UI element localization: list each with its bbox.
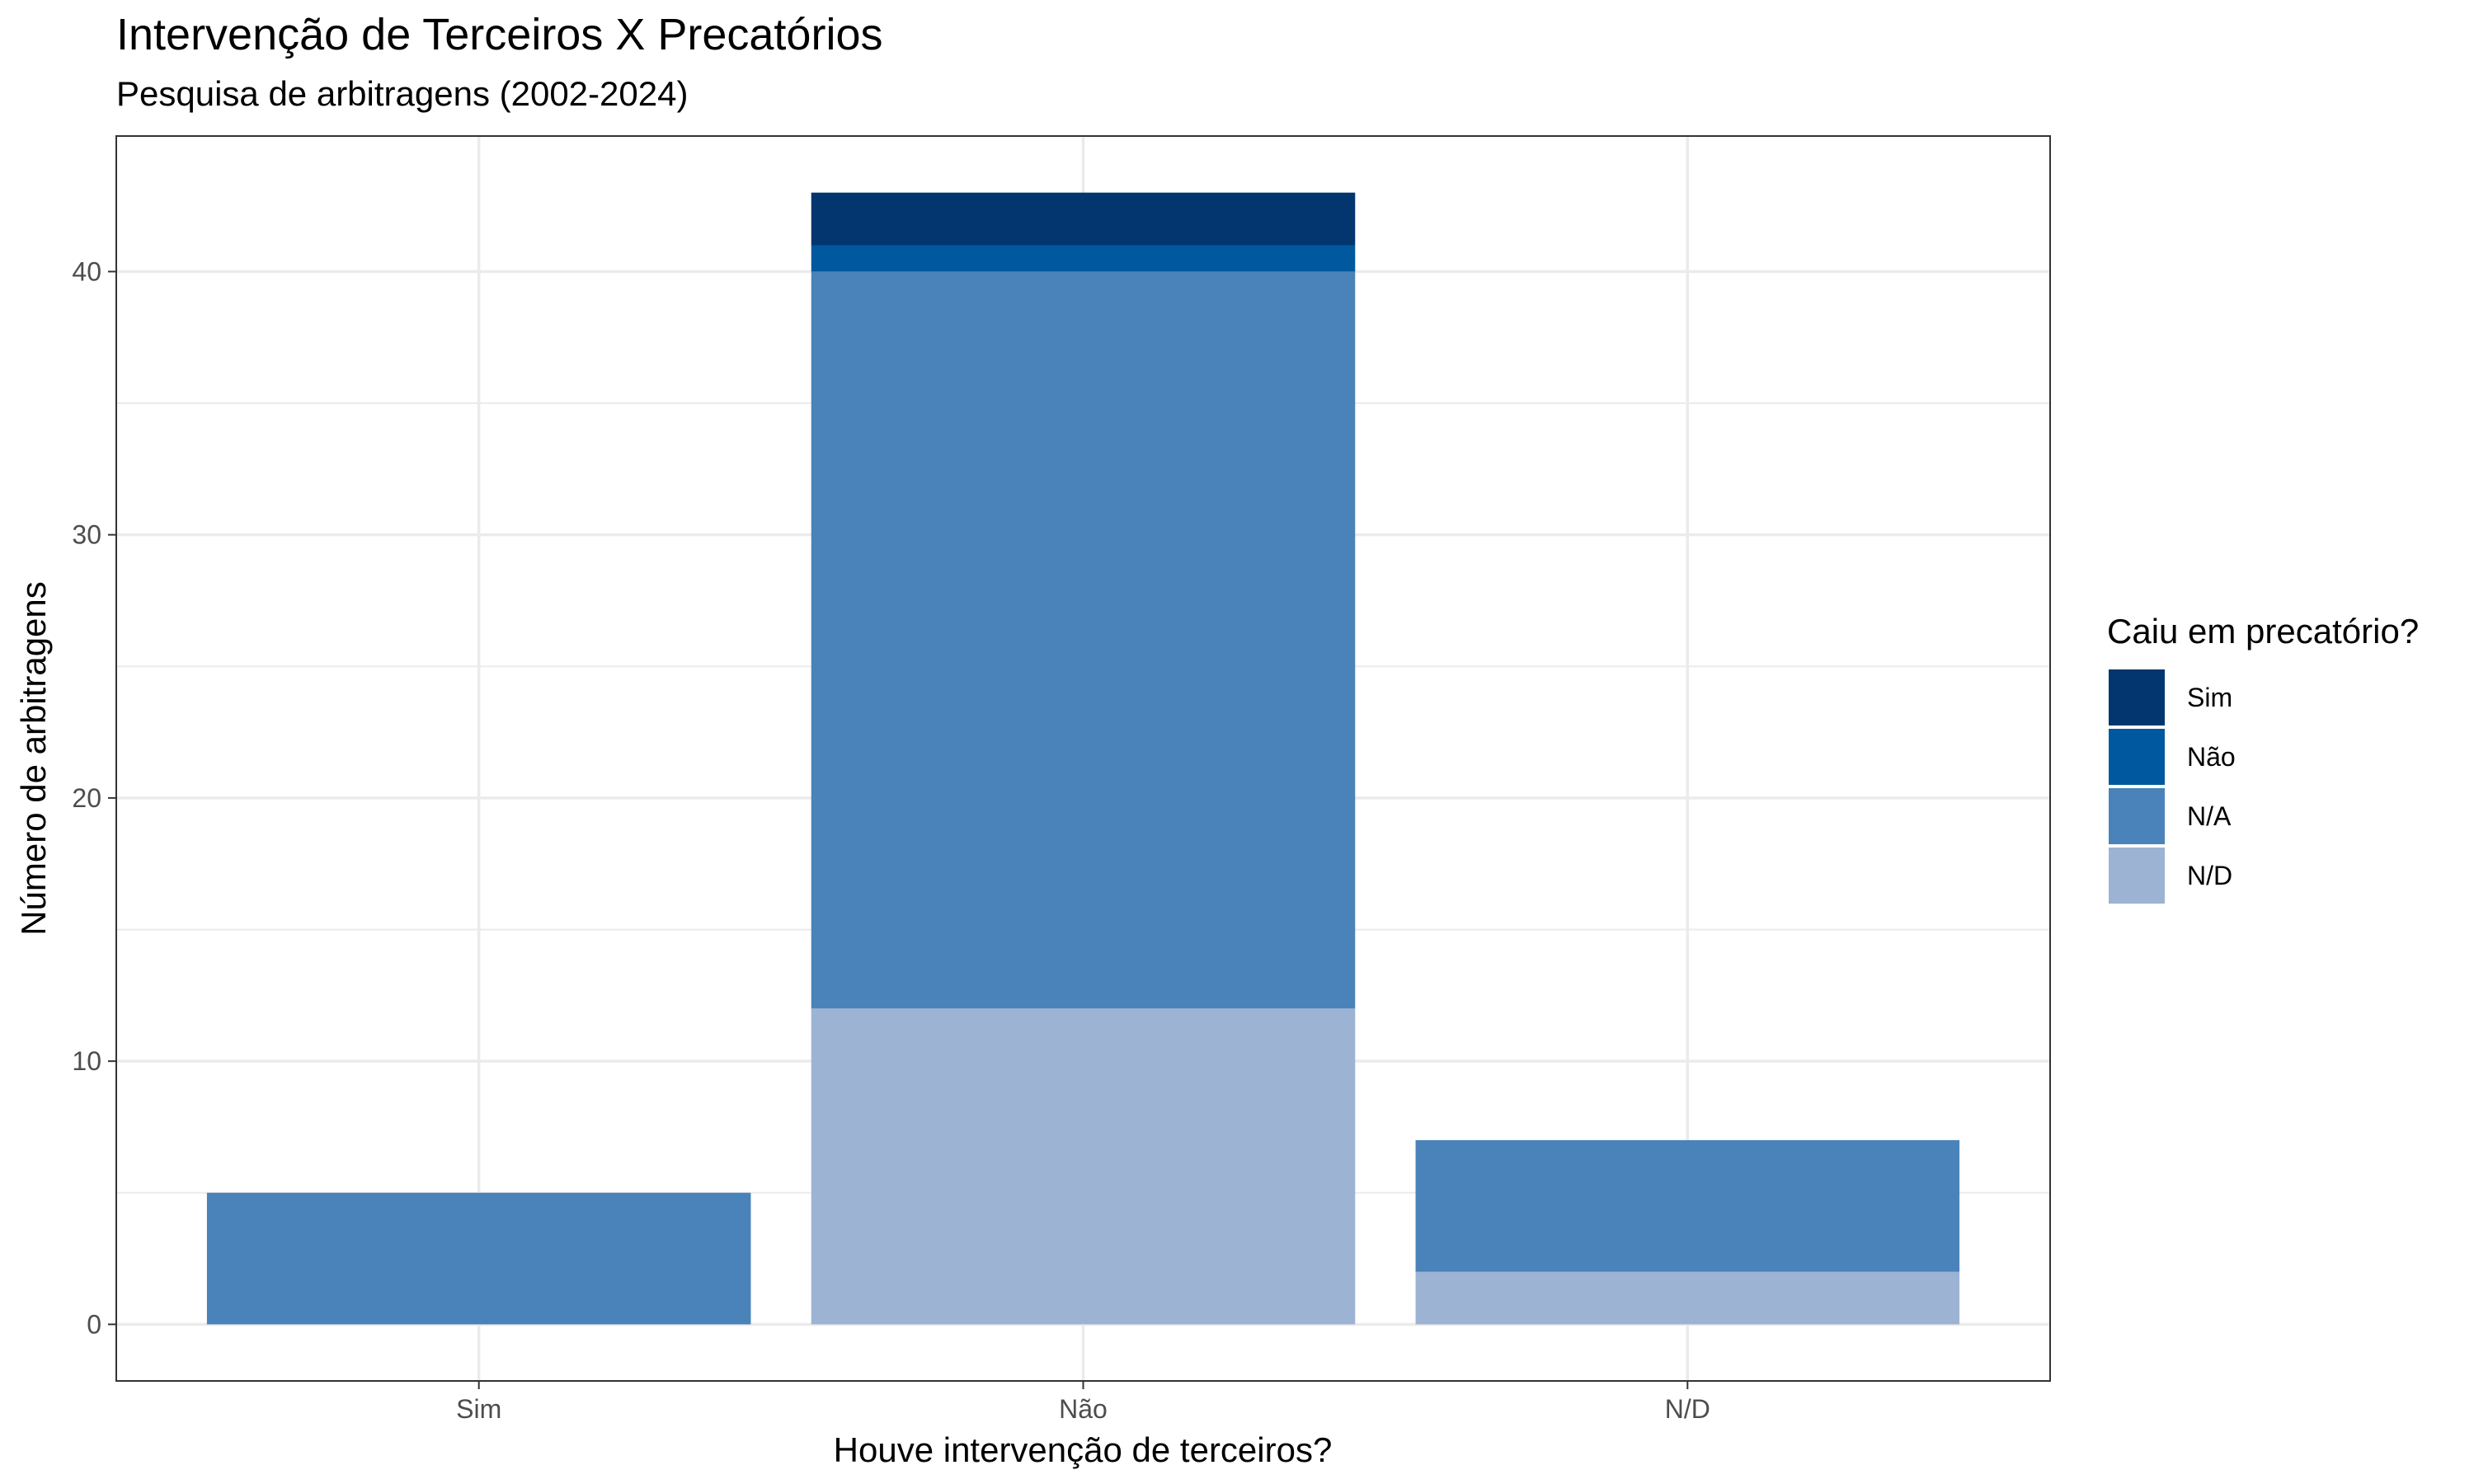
x-tick-label: Não <box>1059 1394 1108 1424</box>
y-tick-label: 20 <box>72 783 101 813</box>
legend-label: N/A <box>2187 801 2232 831</box>
bar-segment <box>1415 1271 1960 1325</box>
y-tick-label: 10 <box>72 1046 101 1076</box>
bars <box>206 192 1960 1325</box>
y-axis: 0 10 20 30 40 <box>72 256 116 1339</box>
x-axis-title: Houve intervenção de terceiros? <box>834 1430 1333 1469</box>
bar-segment <box>1415 1139 1960 1272</box>
plot-panel: 0 10 20 30 40 Sim Não N/D <box>72 135 2051 1424</box>
y-tick-label: 40 <box>72 256 101 286</box>
x-axis: Sim Não N/D <box>456 1381 1710 1424</box>
y-tick-label: 30 <box>72 520 101 550</box>
x-tick-label: N/D <box>1665 1394 1710 1424</box>
bar-segment <box>811 271 1356 1009</box>
legend-label: N/D <box>2187 861 2232 890</box>
bar-segment <box>811 1008 1356 1325</box>
legend-key <box>2109 729 2165 785</box>
x-tick-label: Sim <box>456 1394 501 1424</box>
legend-label: Sim <box>2187 683 2232 712</box>
y-tick-label: 0 <box>87 1309 101 1339</box>
legend-title: Caiu em precatório? <box>2107 612 2419 650</box>
legend-label: Não <box>2187 742 2236 772</box>
legend-key <box>2109 848 2165 904</box>
chart-title: Intervenção de Terceiros X Precatórios <box>116 10 882 59</box>
bar-segment <box>206 1192 751 1325</box>
bar-segment <box>811 192 1356 246</box>
legend: Caiu em precatório? Sim Não N/A N/D <box>2107 612 2419 904</box>
y-axis-title: Número de arbitragens <box>14 581 53 936</box>
legend-key <box>2109 788 2165 844</box>
bar-segment <box>811 245 1356 272</box>
legend-key <box>2109 669 2165 726</box>
chart-subtitle: Pesquisa de arbitragens (2002-2024) <box>116 74 688 113</box>
